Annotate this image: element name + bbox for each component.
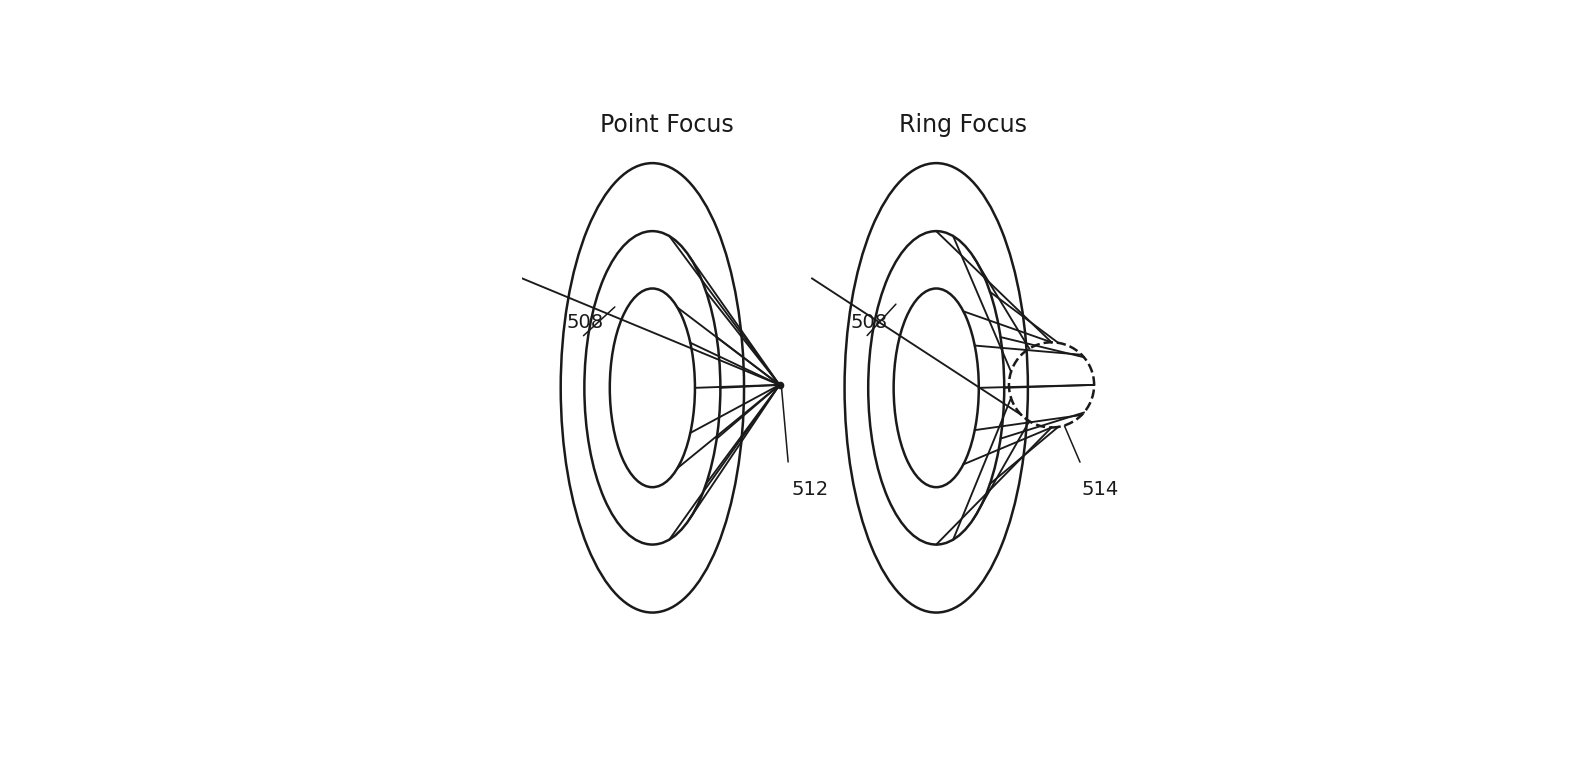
Text: 508: 508 <box>567 313 603 332</box>
Text: Point Focus: Point Focus <box>600 113 734 137</box>
Text: 514: 514 <box>1080 479 1119 498</box>
Text: 508: 508 <box>851 313 887 332</box>
Text: Ring Focus: Ring Focus <box>899 113 1026 137</box>
Text: 512: 512 <box>792 479 828 498</box>
